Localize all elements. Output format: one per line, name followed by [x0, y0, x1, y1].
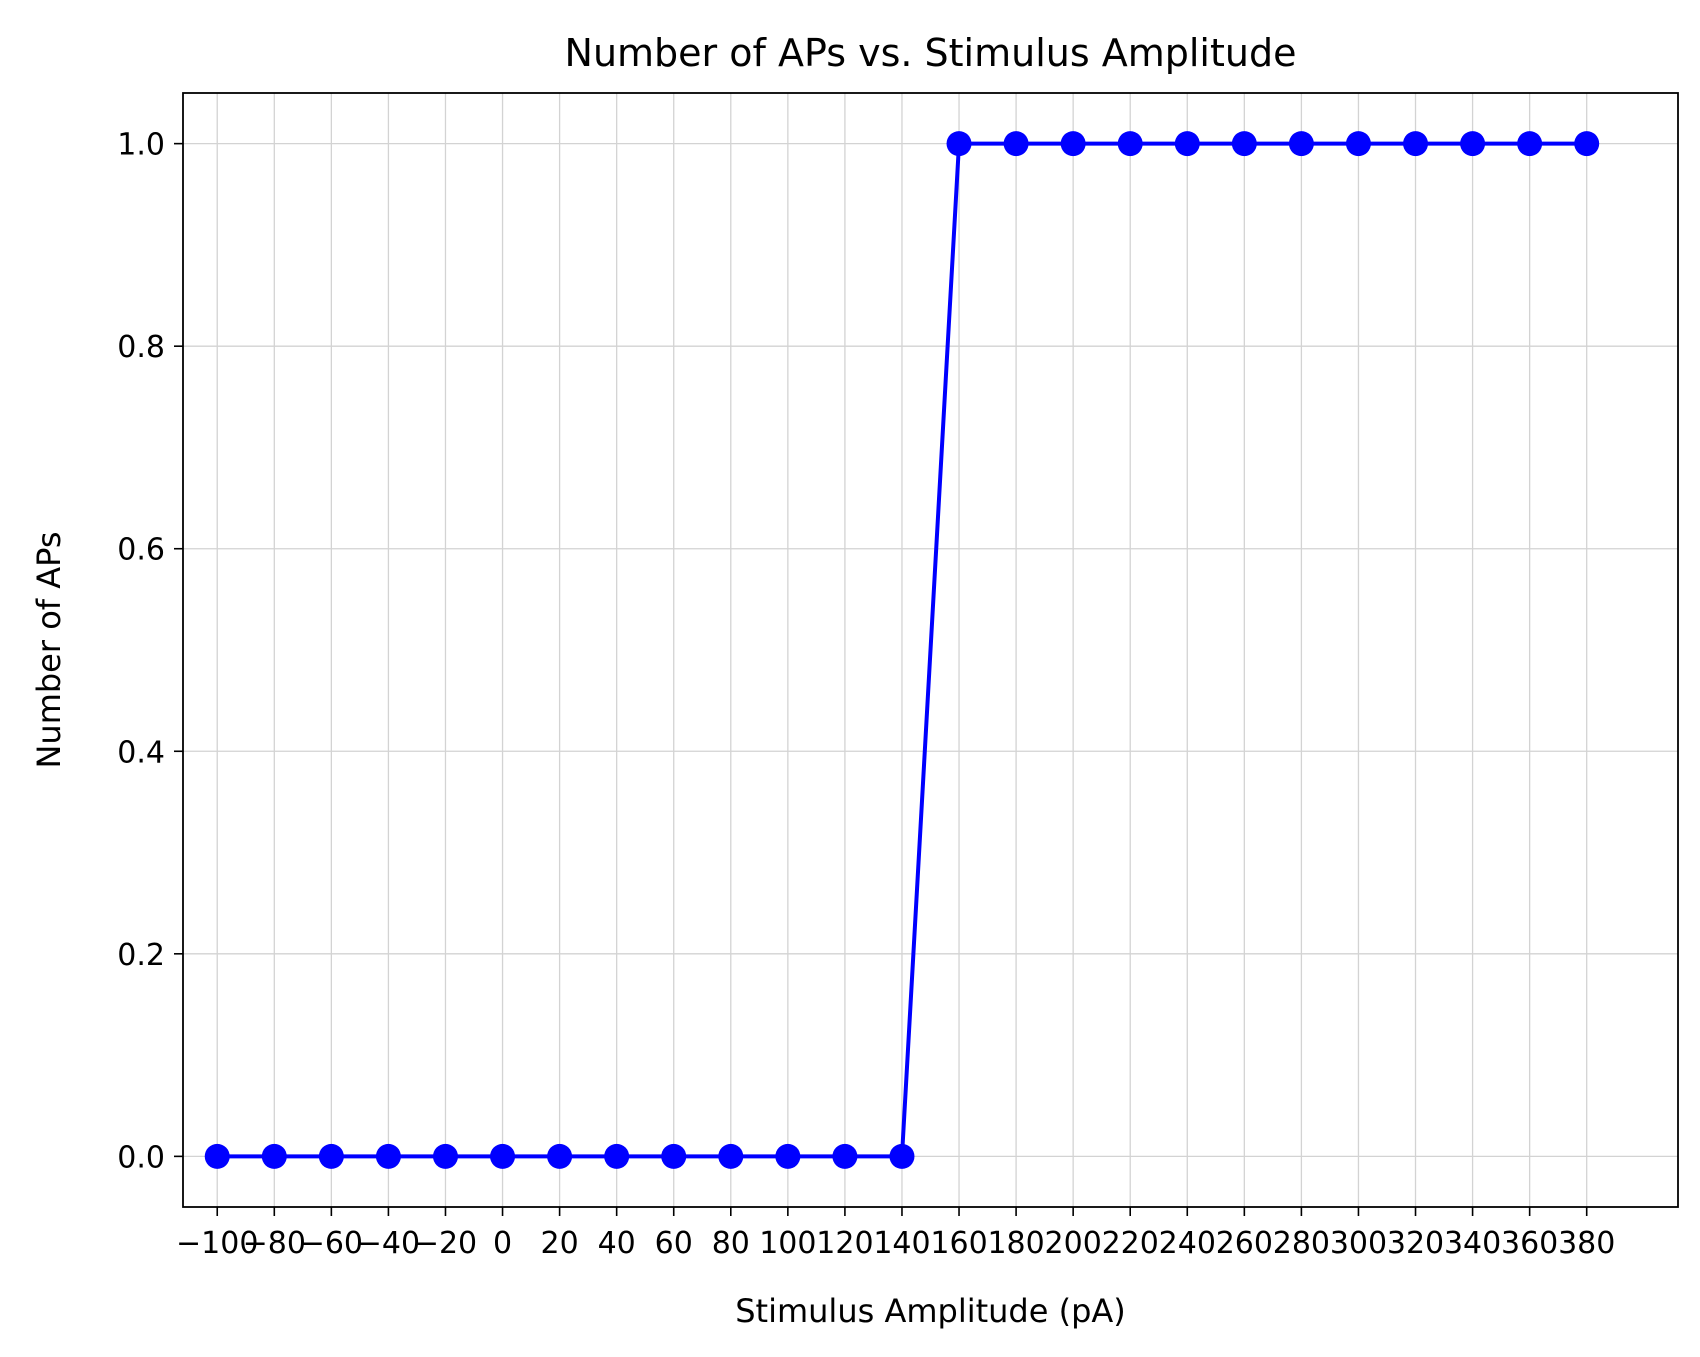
- data-point: [1174, 131, 1200, 157]
- data-point: [204, 1143, 230, 1169]
- x-tick-label: 80: [712, 1226, 750, 1261]
- y-axis-ticks: 0.0 0.2 0.4 0.6 0.8 1.0: [117, 128, 183, 1175]
- x-tick-label: 260: [1216, 1226, 1273, 1261]
- data-point: [1460, 131, 1486, 157]
- x-tick-label: 380: [1558, 1226, 1615, 1261]
- x-tick-label: −100: [176, 1226, 258, 1261]
- x-tick-label: −20: [414, 1226, 477, 1261]
- data-point: [604, 1143, 630, 1169]
- data-point: [547, 1143, 573, 1169]
- y-tick-label: 0.4: [117, 735, 165, 770]
- x-tick-label: −60: [300, 1226, 363, 1261]
- y-tick-label: 1.0: [117, 128, 165, 163]
- x-tick-label: 20: [541, 1226, 579, 1261]
- data-point: [832, 1143, 858, 1169]
- x-tick-label: 200: [1045, 1226, 1102, 1261]
- data-point: [718, 1143, 744, 1169]
- x-tick-label: 360: [1501, 1226, 1558, 1261]
- x-tick-label: 0: [493, 1226, 512, 1261]
- data-point: [432, 1143, 458, 1169]
- x-tick-label: 220: [1102, 1226, 1159, 1261]
- x-tick-label: 140: [873, 1226, 930, 1261]
- x-tick-label: 280: [1273, 1226, 1330, 1261]
- data-point: [1231, 131, 1257, 157]
- x-tick-label: 320: [1387, 1226, 1444, 1261]
- x-tick-label: 180: [987, 1226, 1044, 1261]
- data-point: [889, 1143, 915, 1169]
- grid: [183, 93, 1678, 1207]
- data-point: [1345, 131, 1371, 157]
- x-tick-label: −80: [243, 1226, 306, 1261]
- series-layer: [204, 131, 1600, 1169]
- data-point: [375, 1143, 401, 1169]
- data-point: [490, 1143, 516, 1169]
- chart-title: Number of APs vs. Stimulus Amplitude: [565, 31, 1297, 75]
- y-axis-label: Number of APs: [30, 531, 68, 768]
- data-point: [318, 1143, 344, 1169]
- y-tick-label: 0.8: [117, 330, 165, 365]
- y-tick-label: 0.2: [117, 938, 165, 973]
- data-point: [1288, 131, 1314, 157]
- x-tick-label: 340: [1444, 1226, 1501, 1261]
- data-point: [1574, 131, 1600, 157]
- data-point: [946, 131, 972, 157]
- data-point: [1117, 131, 1143, 157]
- x-axis-label: Stimulus Amplitude (pA): [735, 1292, 1126, 1330]
- x-tick-label: 240: [1159, 1226, 1216, 1261]
- plot-frame: [182, 92, 1679, 1208]
- x-tick-label: 100: [759, 1226, 816, 1261]
- y-tick-label: 0.6: [117, 533, 165, 568]
- data-point: [661, 1143, 687, 1169]
- data-point: [1403, 131, 1429, 157]
- y-tick-label: 0.0: [117, 1140, 165, 1175]
- data-point: [261, 1143, 287, 1169]
- x-tick-label: 300: [1330, 1226, 1387, 1261]
- data-point: [775, 1143, 801, 1169]
- x-tick-label: −40: [357, 1226, 420, 1261]
- x-axis-ticks: −100−80−60−40−20 0 20 40 60 80 100 120 140 160 180…: [176, 1207, 1615, 1261]
- data-point: [1003, 131, 1029, 157]
- x-tick-label: 120: [816, 1226, 873, 1261]
- x-tick-label: 160: [930, 1226, 987, 1261]
- data-point: [1517, 131, 1543, 157]
- x-tick-label: 40: [598, 1226, 636, 1261]
- data-point: [1060, 131, 1086, 157]
- x-tick-label: 60: [655, 1226, 693, 1261]
